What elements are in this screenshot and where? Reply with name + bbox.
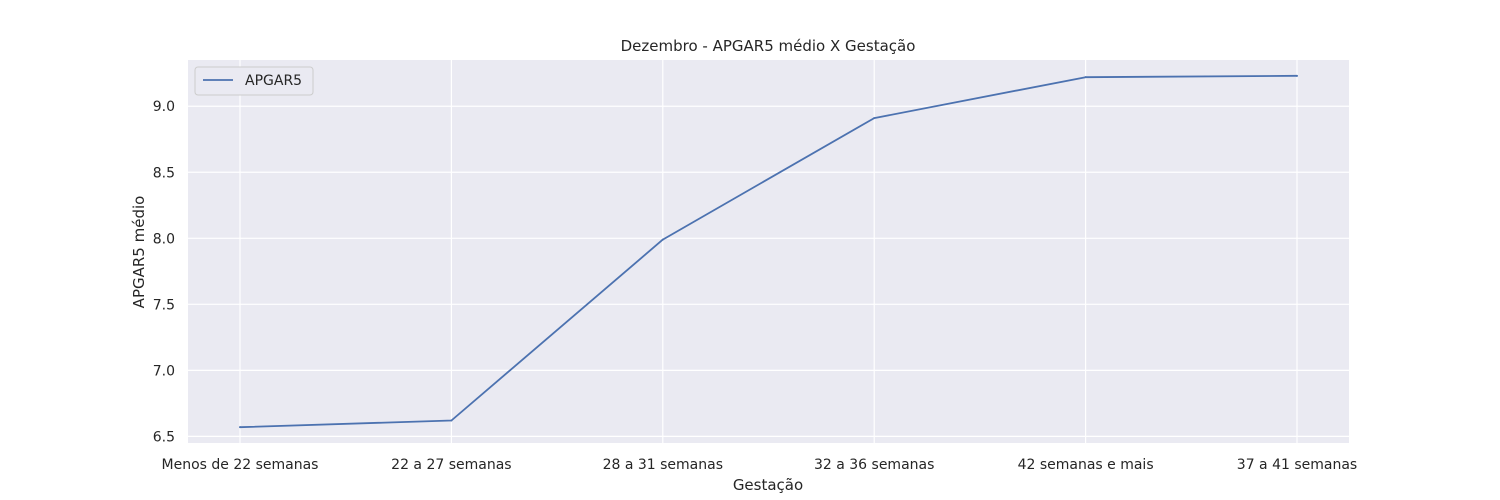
data-point [239,426,241,429]
x-axis-title: Gestação [733,476,803,494]
data-point [1296,74,1298,77]
y-tick-label: 9.0 [153,99,175,115]
y-tick-label: 8.5 [153,165,175,181]
y-tick-labels: 6.5 7.0 7.5 8.0 8.5 9.0 [153,99,175,445]
data-point [450,419,453,422]
x-tick-label: 22 a 27 semanas [391,457,511,473]
grid [188,60,1349,443]
y-tick-label: 8.0 [153,231,175,247]
x-tick-label: 32 a 36 semanas [814,457,934,473]
y-tick-label: 7.0 [153,363,175,379]
chart-title: Dezembro - APGAR5 médio X Gestação [621,37,916,55]
x-tick-label: 28 a 31 semanas [603,457,723,473]
series-layer [239,74,1298,429]
y-axis-title: APGAR5 médio [130,196,148,309]
series-line-apgar5 [239,74,1298,429]
legend: APGAR5 [194,66,314,96]
x-tick-label: 37 a 41 semanas [1237,457,1357,473]
data-point [661,238,664,241]
y-tick-label: 7.5 [153,297,175,313]
x-tick-label: 42 semanas e mais [1018,457,1154,473]
y-tick-label: 6.5 [153,429,175,445]
legend-label: APGAR5 [245,73,302,89]
data-point [873,117,876,120]
data-point [1084,76,1087,79]
legend-box [194,66,314,96]
x-tick-label: Menos de 22 semanas [162,457,319,473]
plot-background [188,60,1349,443]
x-tick-labels: Menos de 22 semanas 22 a 27 semanas 28 a 3… [162,457,1358,473]
